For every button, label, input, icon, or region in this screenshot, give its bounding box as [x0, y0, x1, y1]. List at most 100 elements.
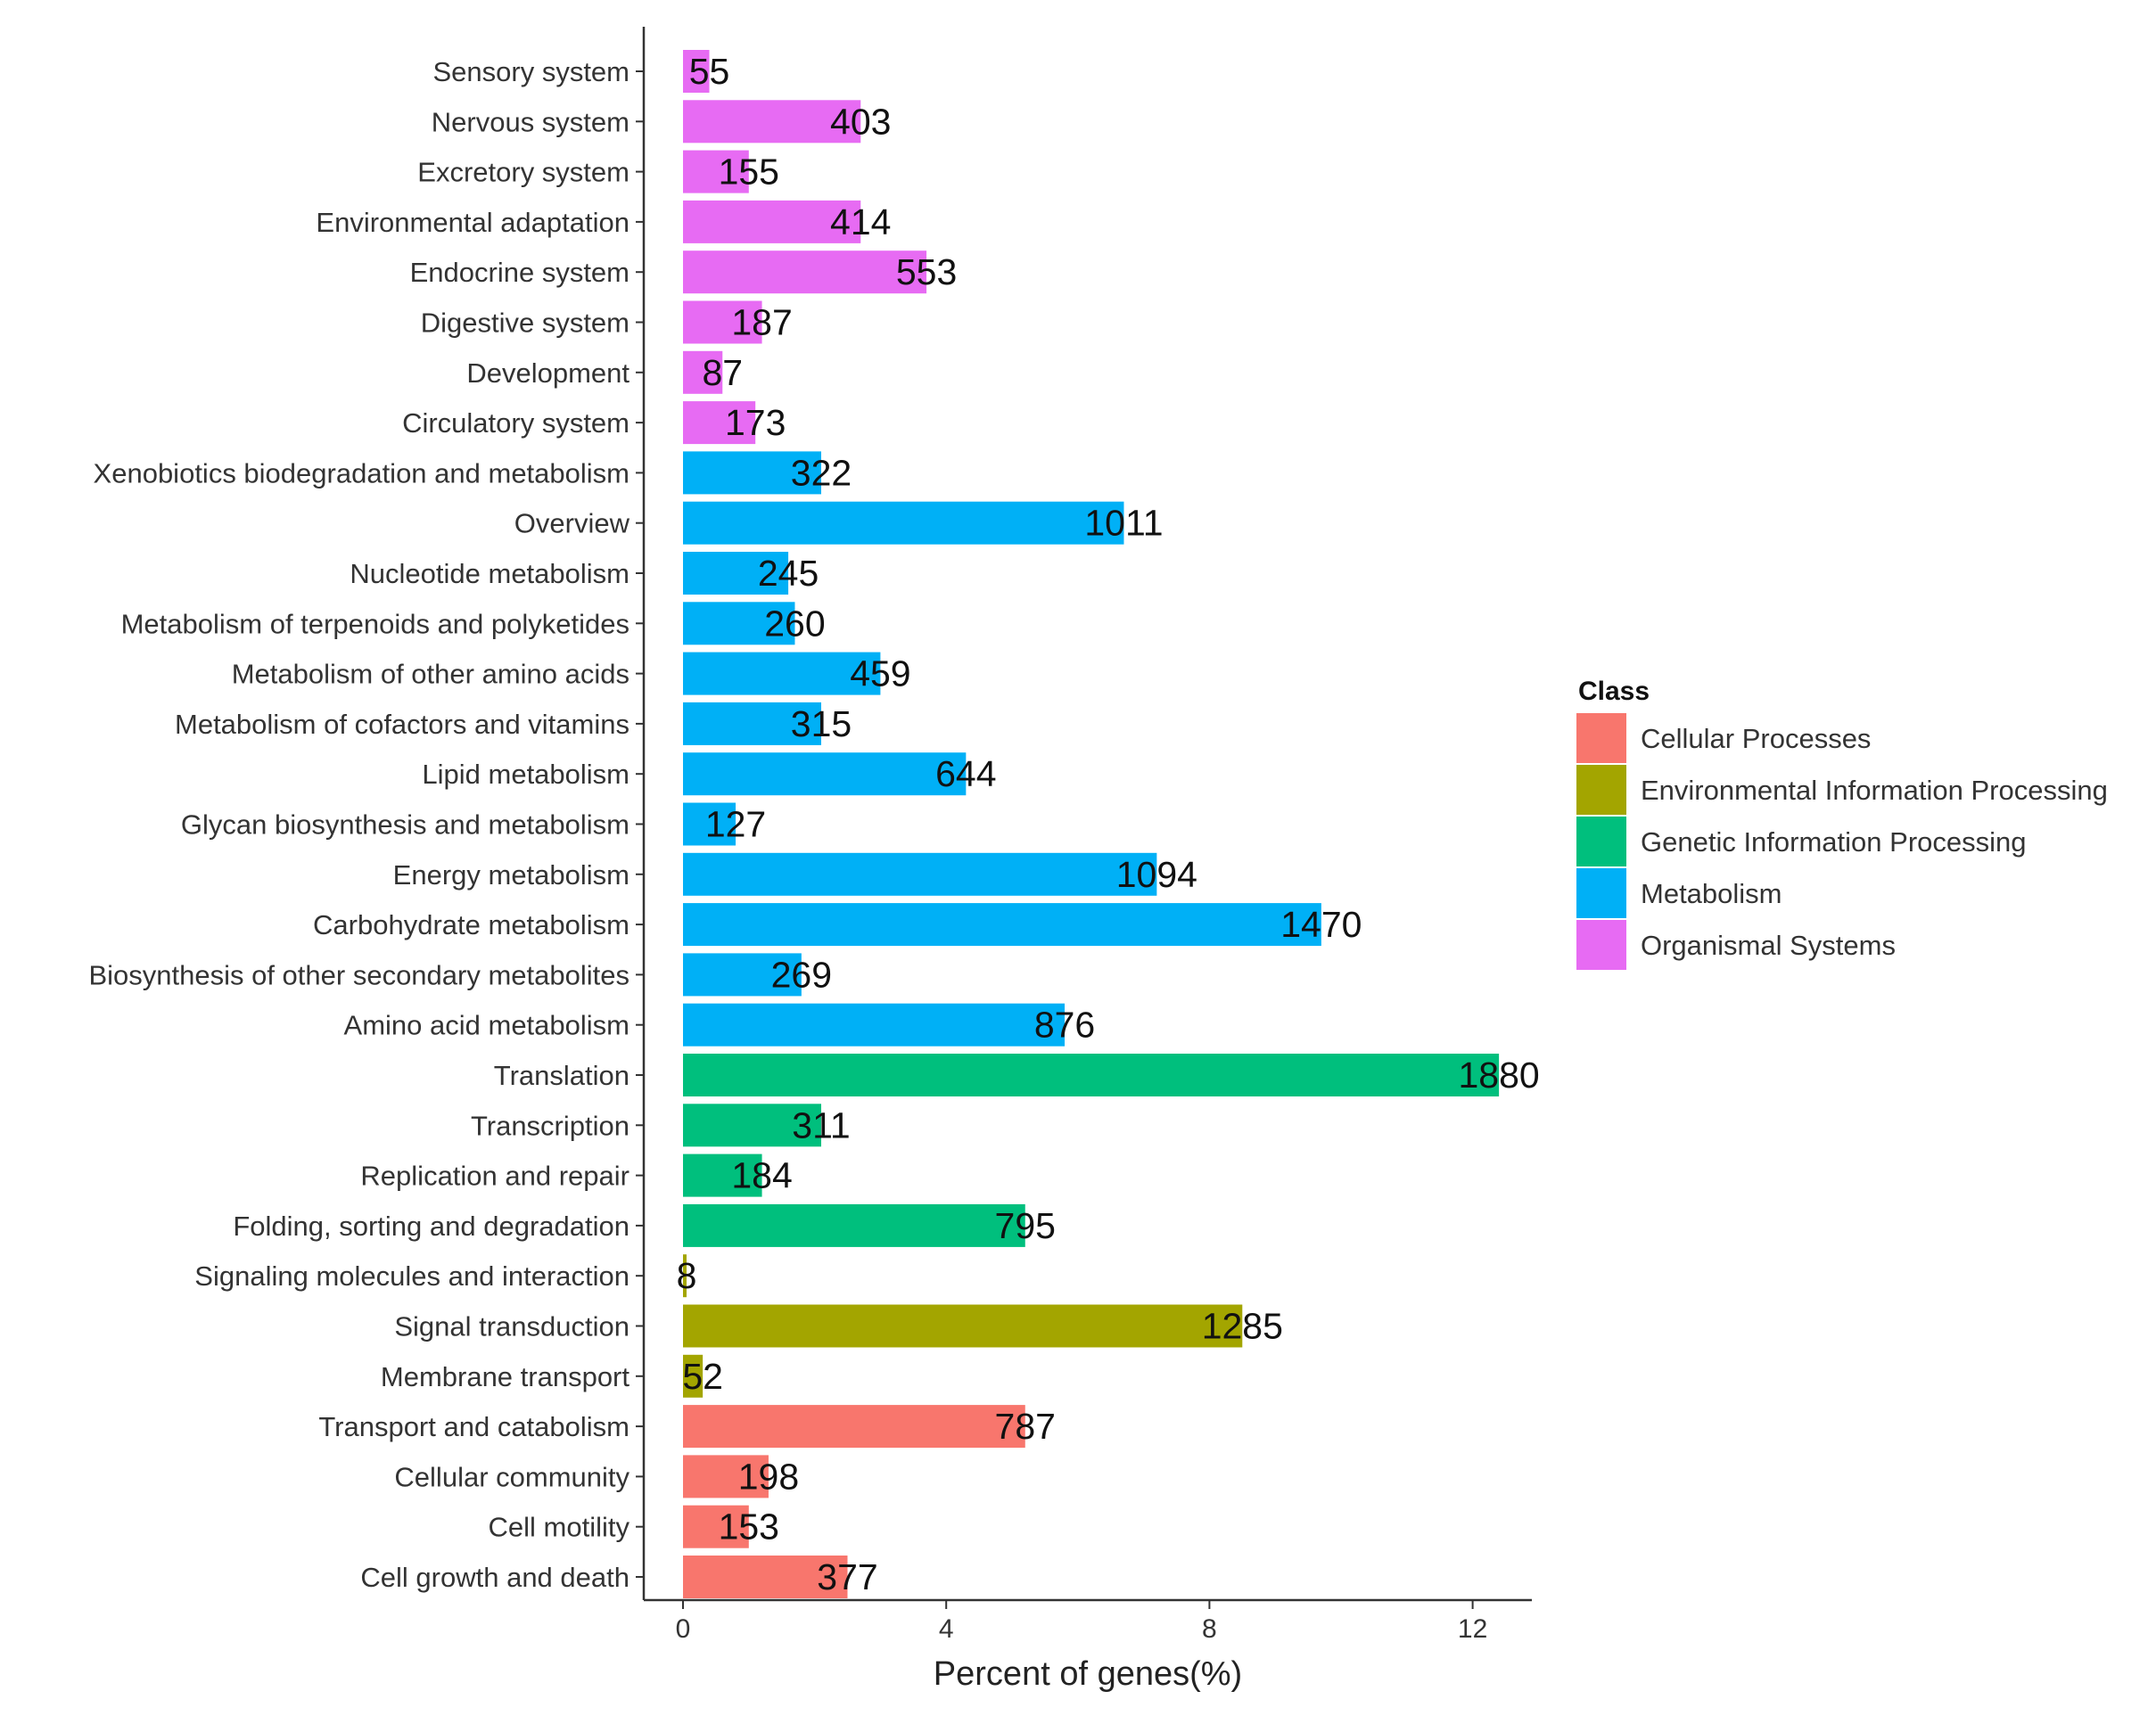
legend-label-genetic-information-processing: Genetic Information Processing: [1641, 826, 2027, 858]
x-tick-label-0: 0: [676, 1614, 691, 1644]
category-label-digestive-system: Digestive system: [421, 308, 630, 339]
value-label-lipid-metabolism: 644: [935, 753, 996, 794]
value-label-signal-transduction: 1285: [1202, 1306, 1283, 1347]
bar-digestive-system: [683, 300, 762, 344]
value-label-carbohydrate-metabolism: 1470: [1280, 904, 1362, 945]
bar-circulatory-system: [683, 401, 756, 445]
category-label-signaling-molecules-and-interaction: Signaling molecules and interaction: [194, 1260, 630, 1292]
value-label-nucleotide-metabolism: 245: [758, 553, 819, 594]
legend-key-environmental-information-processing: [1576, 765, 1626, 815]
category-label-carbohydrate-metabolism: Carbohydrate metabolism: [313, 909, 630, 940]
bar-excretory-system: [683, 150, 749, 193]
category-label-excretory-system: Excretory system: [417, 157, 630, 188]
value-label-environmental-adaptation: 414: [830, 201, 891, 242]
category-label-biosynthesis-of-other-secondary-metabolites: Biosynthesis of other secondary metaboli…: [88, 959, 630, 990]
category-label-endocrine-system: Endocrine system: [410, 257, 630, 288]
bar-membrane-transport: [683, 1354, 704, 1398]
category-label-xenobiotics-biodegradation-and-metabolism: Xenobiotics biodegradation and metabolis…: [94, 457, 630, 488]
value-label-development: 87: [702, 352, 743, 393]
bar-translation: [683, 1054, 1500, 1096]
category-label-nervous-system: Nervous system: [432, 106, 630, 137]
category-label-lipid-metabolism: Lipid metabolism: [422, 759, 630, 790]
bar-cell-motility: [683, 1505, 749, 1548]
bar-xenobiotics-biodegradation-and-metabolism: [683, 451, 821, 495]
value-label-transport-and-catabolism: 787: [995, 1406, 1056, 1447]
value-label-xenobiotics-biodegradation-and-metabolism: 322: [791, 452, 852, 493]
category-label-metabolism-of-other-amino-acids: Metabolism of other amino acids: [232, 659, 630, 690]
legend-key-genetic-information-processing: [1576, 817, 1626, 866]
value-label-overview: 1011: [1084, 503, 1163, 544]
category-label-metabolism-of-cofactors-and-vitamins: Metabolism of cofactors and vitamins: [175, 709, 630, 740]
bar-cell-growth-and-death: [683, 1556, 848, 1598]
bar-metabolism-of-cofactors-and-vitamins: [683, 702, 821, 745]
value-label-glycan-biosynthesis-and-metabolism: 127: [705, 804, 766, 845]
value-label-folding-sorting-and-degradation: 795: [995, 1205, 1056, 1246]
value-label-replication-and-repair: 184: [731, 1155, 792, 1196]
bar-metabolism-of-other-amino-acids: [683, 652, 881, 695]
legend-label-cellular-processes: Cellular Processes: [1641, 723, 1871, 754]
value-label-signaling-molecules-and-interaction: 8: [677, 1255, 697, 1296]
value-label-cell-growth-and-death: 377: [817, 1556, 877, 1597]
value-label-metabolism-of-cofactors-and-vitamins: 315: [791, 703, 852, 744]
bar-environmental-adaptation: [683, 200, 861, 243]
value-label-nervous-system: 403: [830, 101, 891, 142]
bar-nervous-system: [683, 100, 861, 144]
category-label-development: Development: [466, 357, 630, 389]
category-label-replication-and-repair: Replication and repair: [360, 1161, 630, 1192]
value-label-circulatory-system: 173: [725, 402, 786, 443]
bar-development: [683, 350, 723, 394]
legend-key-metabolism: [1576, 868, 1626, 918]
bar-glycan-biosynthesis-and-metabolism: [683, 802, 736, 846]
value-label-transcription: 311: [792, 1104, 850, 1145]
category-label-transcription: Transcription: [471, 1110, 630, 1141]
bar-signal-transduction: [683, 1304, 1243, 1348]
bar-folding-sorting-and-degradation: [683, 1203, 1025, 1247]
value-label-membrane-transport: 52: [682, 1356, 723, 1397]
value-label-biosynthesis-of-other-secondary-metabolites: 269: [771, 954, 832, 995]
category-label-cell-growth-and-death: Cell growth and death: [360, 1562, 630, 1593]
category-label-sensory-system: Sensory system: [432, 56, 630, 87]
bar-nucleotide-metabolism: [683, 552, 789, 595]
legend-label-metabolism: Metabolism: [1641, 878, 1782, 909]
axes: 0 4 8 12: [636, 27, 1532, 1644]
category-label-circulatory-system: Circulatory system: [402, 407, 630, 439]
value-label-cell-motility: 153: [719, 1506, 779, 1547]
bar-overview: [683, 501, 1124, 545]
value-label-translation: 1880: [1459, 1055, 1540, 1096]
category-label-signal-transduction: Signal transduction: [394, 1311, 630, 1342]
bars-layer: [683, 50, 1500, 1598]
category-label-membrane-transport: Membrane transport: [381, 1361, 630, 1392]
category-label-transport-and-catabolism: Transport and catabolism: [318, 1411, 630, 1442]
value-label-metabolism-of-other-amino-acids: 459: [850, 653, 910, 694]
legend: Class Cellular Processes Environmental In…: [1576, 677, 2108, 970]
value-label-endocrine-system: 553: [896, 251, 957, 292]
legend-label-organismal-systems: Organismal Systems: [1641, 930, 1896, 961]
category-label-translation: Translation: [494, 1060, 630, 1091]
category-label-energy-metabolism: Energy metabolism: [393, 859, 630, 891]
legend-title: Class: [1578, 677, 1650, 706]
bar-replication-and-repair: [683, 1153, 762, 1197]
value-label-sensory-system: 55: [689, 51, 730, 92]
category-label-glycan-biosynthesis-and-metabolism: Glycan biosynthesis and metabolism: [181, 809, 630, 841]
legend-label-environmental-information-processing: Environmental Information Processing: [1641, 775, 2108, 806]
bar-carbohydrate-metabolism: [683, 903, 1321, 947]
bar-amino-acid-metabolism: [683, 1003, 1066, 1047]
bar-transcription: [683, 1104, 821, 1147]
bar-endocrine-system: [683, 250, 927, 294]
value-label-excretory-system: 155: [719, 152, 779, 193]
value-label-metabolism-of-terpenoids-and-polyketides: 260: [764, 603, 825, 644]
category-labels: Sensory system Nervous system Excretory sy…: [88, 56, 630, 1593]
category-label-folding-sorting-and-degradation: Folding, sorting and degradation: [233, 1211, 630, 1242]
bar-cellular-community: [683, 1455, 769, 1498]
category-label-metabolism-of-terpenoids-and-polyketides: Metabolism of terpenoids and polyketides: [121, 608, 630, 639]
value-label-amino-acid-metabolism: 876: [1034, 1005, 1095, 1046]
category-label-cellular-community: Cellular community: [394, 1461, 630, 1492]
x-tick-label-12: 12: [1458, 1614, 1487, 1644]
legend-key-organismal-systems: [1576, 920, 1626, 970]
bar-energy-metabolism: [683, 852, 1157, 896]
x-axis-title: Percent of genes(%): [934, 1655, 1242, 1693]
x-tick-label-4: 4: [939, 1614, 954, 1644]
bar-lipid-metabolism: [683, 752, 967, 796]
